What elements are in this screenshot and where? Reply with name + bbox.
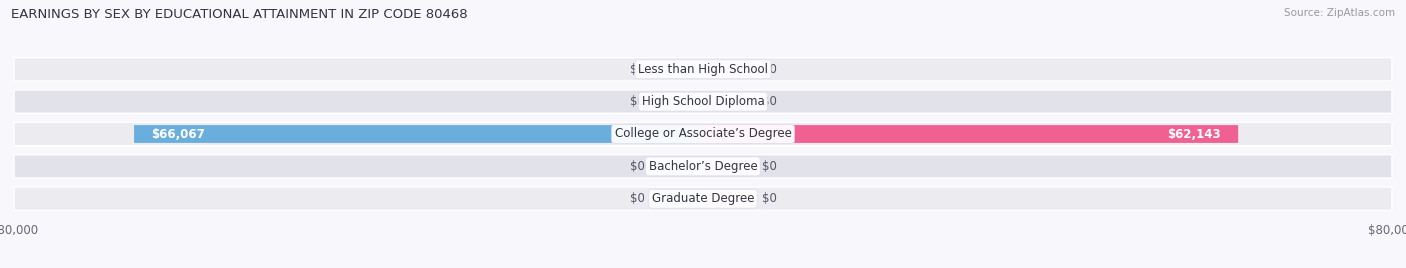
FancyBboxPatch shape — [651, 60, 703, 78]
Text: $0: $0 — [762, 192, 776, 205]
FancyBboxPatch shape — [14, 58, 1392, 81]
Text: Graduate Degree: Graduate Degree — [652, 192, 754, 205]
FancyBboxPatch shape — [651, 93, 703, 110]
Text: $0: $0 — [630, 160, 644, 173]
Text: $62,143: $62,143 — [1167, 128, 1220, 140]
Text: EARNINGS BY SEX BY EDUCATIONAL ATTAINMENT IN ZIP CODE 80468: EARNINGS BY SEX BY EDUCATIONAL ATTAINMEN… — [11, 8, 468, 21]
Text: $0: $0 — [762, 95, 776, 108]
FancyBboxPatch shape — [703, 93, 755, 110]
FancyBboxPatch shape — [134, 125, 703, 143]
FancyBboxPatch shape — [14, 187, 1392, 210]
FancyBboxPatch shape — [651, 158, 703, 175]
FancyBboxPatch shape — [703, 190, 755, 208]
Text: $0: $0 — [630, 63, 644, 76]
Text: $0: $0 — [762, 160, 776, 173]
Text: $0: $0 — [630, 192, 644, 205]
FancyBboxPatch shape — [703, 158, 755, 175]
Text: High School Diploma: High School Diploma — [641, 95, 765, 108]
Text: College or Associate’s Degree: College or Associate’s Degree — [614, 128, 792, 140]
Text: $0: $0 — [762, 63, 776, 76]
FancyBboxPatch shape — [703, 60, 755, 78]
Text: Less than High School: Less than High School — [638, 63, 768, 76]
FancyBboxPatch shape — [14, 155, 1392, 178]
FancyBboxPatch shape — [651, 190, 703, 208]
Text: $66,067: $66,067 — [152, 128, 205, 140]
Text: Bachelor’s Degree: Bachelor’s Degree — [648, 160, 758, 173]
FancyBboxPatch shape — [14, 90, 1392, 113]
FancyBboxPatch shape — [14, 122, 1392, 146]
Text: $0: $0 — [630, 95, 644, 108]
FancyBboxPatch shape — [703, 125, 1239, 143]
Text: Source: ZipAtlas.com: Source: ZipAtlas.com — [1284, 8, 1395, 18]
